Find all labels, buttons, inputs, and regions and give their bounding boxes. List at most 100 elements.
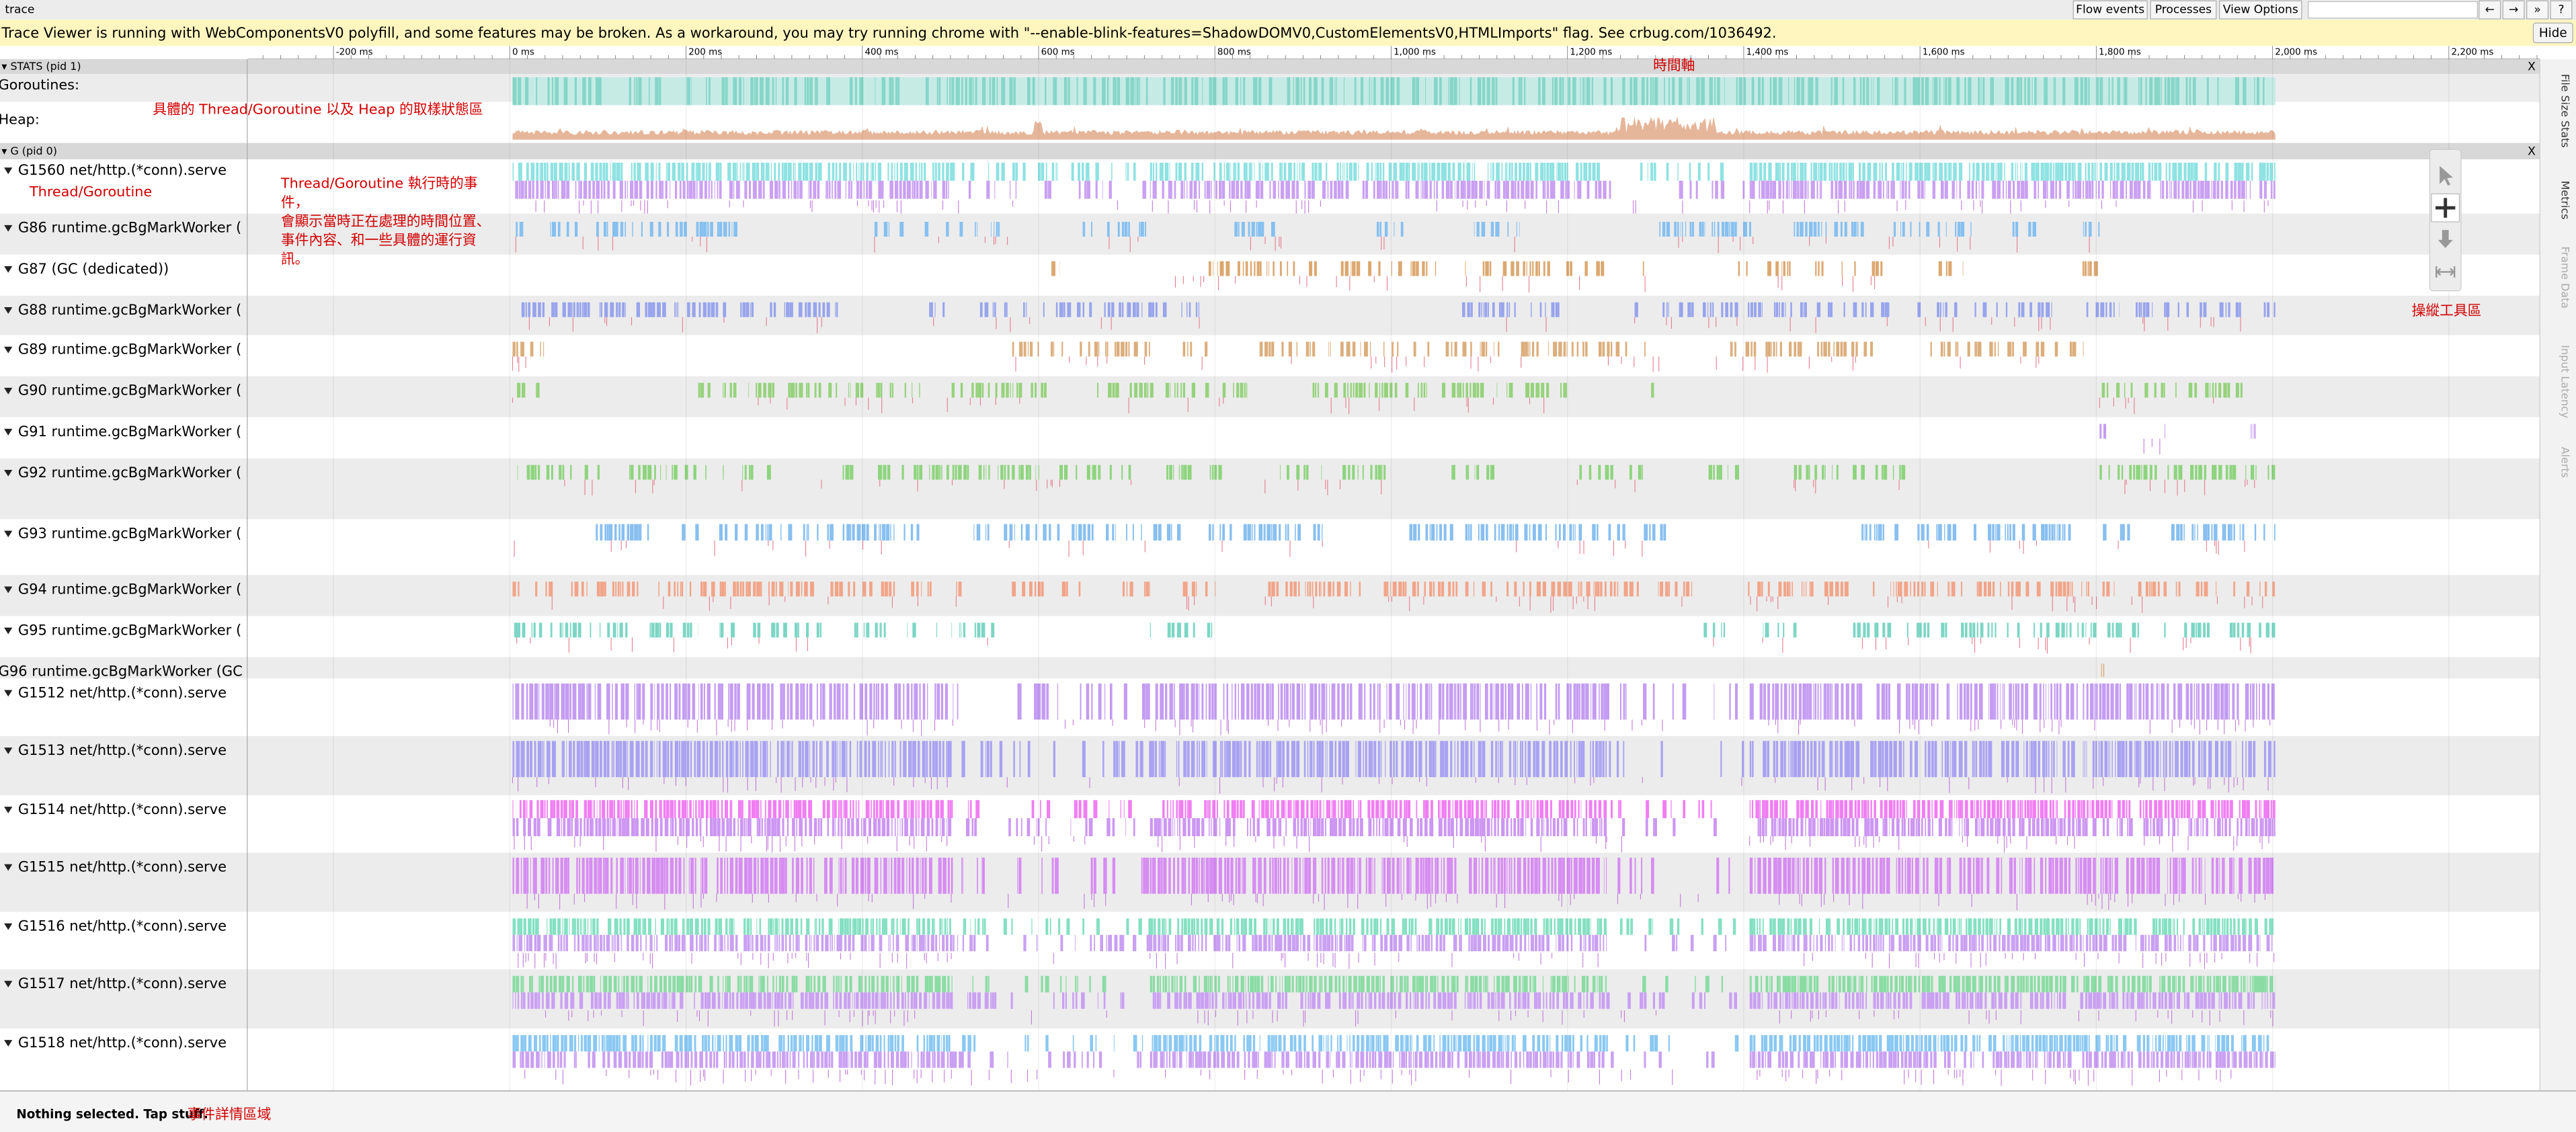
expand-triangle[interactable] xyxy=(4,167,13,175)
expand-triangle[interactable] xyxy=(4,923,13,930)
event-slices xyxy=(512,1051,2276,1068)
stats-label: Goroutines: xyxy=(0,77,79,93)
toolbar-button-label[interactable]: Flow events xyxy=(2076,3,2144,17)
nav-button[interactable] xyxy=(2526,0,2549,19)
event-ticks xyxy=(551,596,2263,613)
track-label: G93 runtime.gcBgMarkWorker ( xyxy=(18,524,241,541)
annotation-thread: Thread/Goroutine xyxy=(29,184,152,200)
nav-button-label[interactable]: ← xyxy=(2485,3,2495,17)
expand-triangle[interactable] xyxy=(4,807,13,813)
ruler-label: 1,600 ms xyxy=(1923,48,1965,58)
ruler-ticks: -200 ms 0 ms 200 ms 400 ms 600 ms 800 ms 1,000… xyxy=(262,46,2538,59)
side-tab[interactable]: Input Latency xyxy=(2559,345,2571,418)
select-tool[interactable] xyxy=(2440,165,2453,186)
event-slices xyxy=(517,382,2243,398)
event-ticks xyxy=(535,200,2269,217)
expand-triangle[interactable] xyxy=(4,225,13,232)
event-slices xyxy=(515,180,2276,199)
track-label: G86 runtime.gcBgMarkWorker ( xyxy=(18,219,241,236)
zoom-tool[interactable] xyxy=(2438,230,2453,249)
track-label: G95 runtime.gcBgMarkWorker ( xyxy=(18,622,241,639)
status-text: Nothing selected. Tap stuff. xyxy=(16,1107,208,1121)
track-label: G1560 net/http.(*conn).serve xyxy=(18,161,227,178)
ruler-grid xyxy=(333,58,2450,1091)
ruler-label: 0 ms xyxy=(512,48,534,58)
track-label: G1517 net/http.(*conn).serve xyxy=(18,975,227,992)
side-tabs: File Size Stats Metrics Frame Data Input La… xyxy=(2559,74,2571,478)
side-panel xyxy=(2540,58,2576,1091)
side-tab[interactable]: File Size Stats xyxy=(2559,74,2571,148)
search-box[interactable] xyxy=(2308,1,2478,19)
track-label: G92 runtime.gcBgMarkWorker ( xyxy=(18,464,241,481)
event-slices xyxy=(596,524,2276,541)
side-tab[interactable]: Metrics xyxy=(2559,181,2571,220)
toolbar-button[interactable] xyxy=(2072,0,2148,19)
annotation-events-line: 訊。 xyxy=(281,251,309,267)
ruler-label: 800 ms xyxy=(1217,48,1251,58)
nav-button[interactable] xyxy=(2479,0,2501,19)
expand-triangle[interactable] xyxy=(4,387,13,395)
event-ticks xyxy=(549,719,2271,736)
expand-triangle[interactable] xyxy=(4,470,13,477)
process-close[interactable]: X xyxy=(2528,145,2536,158)
annotation-events-line: Thread/Goroutine 執行時的事 xyxy=(280,175,478,192)
event-slices xyxy=(512,992,2276,1009)
track-row xyxy=(0,295,2540,335)
process-close[interactable]: X xyxy=(2528,60,2536,73)
timing-tool[interactable] xyxy=(2436,266,2456,278)
event-ticks xyxy=(514,836,2269,853)
hide-button-label[interactable]: Hide xyxy=(2539,26,2567,40)
expand-triangle[interactable] xyxy=(4,864,13,871)
expand-triangle[interactable] xyxy=(4,586,13,594)
event-ticks xyxy=(524,1069,2232,1086)
event-slices xyxy=(2101,663,2105,677)
toolbar-button[interactable] xyxy=(2150,0,2217,19)
annotation-details: 事件詳情區域 xyxy=(188,1106,272,1122)
track-label: G1518 net/http.(*conn).serve xyxy=(18,1034,227,1051)
event-ticks xyxy=(512,356,2040,373)
expand-triangle[interactable] xyxy=(4,428,13,436)
process-header-label: ▾ G (pid 0) xyxy=(1,145,56,157)
nav-button[interactable] xyxy=(2502,0,2525,19)
ruler-label: 1,800 ms xyxy=(2099,48,2141,58)
event-slices xyxy=(512,741,2276,778)
side-tab[interactable]: Alerts xyxy=(2559,447,2571,478)
event-ticks xyxy=(515,236,2090,253)
expand-triangle[interactable] xyxy=(4,346,13,354)
tool-box xyxy=(2429,149,2462,292)
expand-triangle[interactable] xyxy=(4,747,13,754)
ruler-label: 1,000 ms xyxy=(1394,48,1436,58)
expand-triangle[interactable] xyxy=(4,1040,13,1047)
expand-triangle[interactable] xyxy=(4,266,13,273)
nav-button-label[interactable]: » xyxy=(2534,3,2540,17)
expand-triangle[interactable] xyxy=(4,981,13,987)
toolbar-button[interactable] xyxy=(2219,0,2302,19)
nav-button[interactable] xyxy=(2550,0,2573,19)
event-ticks xyxy=(2143,438,2161,455)
event-slices xyxy=(517,464,2276,480)
annotation-timeline: 時間軸 xyxy=(1653,57,1695,73)
side-tab[interactable]: Frame Data xyxy=(2559,247,2571,309)
toolbar-button-label[interactable]: View Options xyxy=(2223,3,2298,17)
toolbar-button-label[interactable]: Processes xyxy=(2155,3,2212,17)
event-slices xyxy=(512,341,2084,357)
expand-triangle[interactable] xyxy=(4,530,13,538)
nav-button-label[interactable]: → xyxy=(2509,3,2518,17)
pan-tool[interactable] xyxy=(2436,198,2456,218)
track-row xyxy=(0,417,2540,458)
track-label: G88 runtime.gcBgMarkWorker ( xyxy=(18,301,241,318)
expand-triangle[interactable] xyxy=(4,307,13,314)
event-slices xyxy=(512,581,2276,597)
event-slices xyxy=(512,162,2276,181)
track-row xyxy=(0,678,2540,736)
track-label: G1513 net/http.(*conn).serve xyxy=(18,741,227,758)
expand-triangle[interactable] xyxy=(4,627,13,635)
expand-triangle[interactable] xyxy=(4,690,13,697)
hide-button[interactable] xyxy=(2532,22,2573,44)
track-row xyxy=(0,616,2540,657)
nav-button-label[interactable]: ? xyxy=(2558,3,2564,17)
annotation-events-line: 事件內容、和一些具體的運行資 xyxy=(281,232,477,248)
event-ticks xyxy=(512,397,2214,414)
event-ticks xyxy=(564,479,2255,496)
